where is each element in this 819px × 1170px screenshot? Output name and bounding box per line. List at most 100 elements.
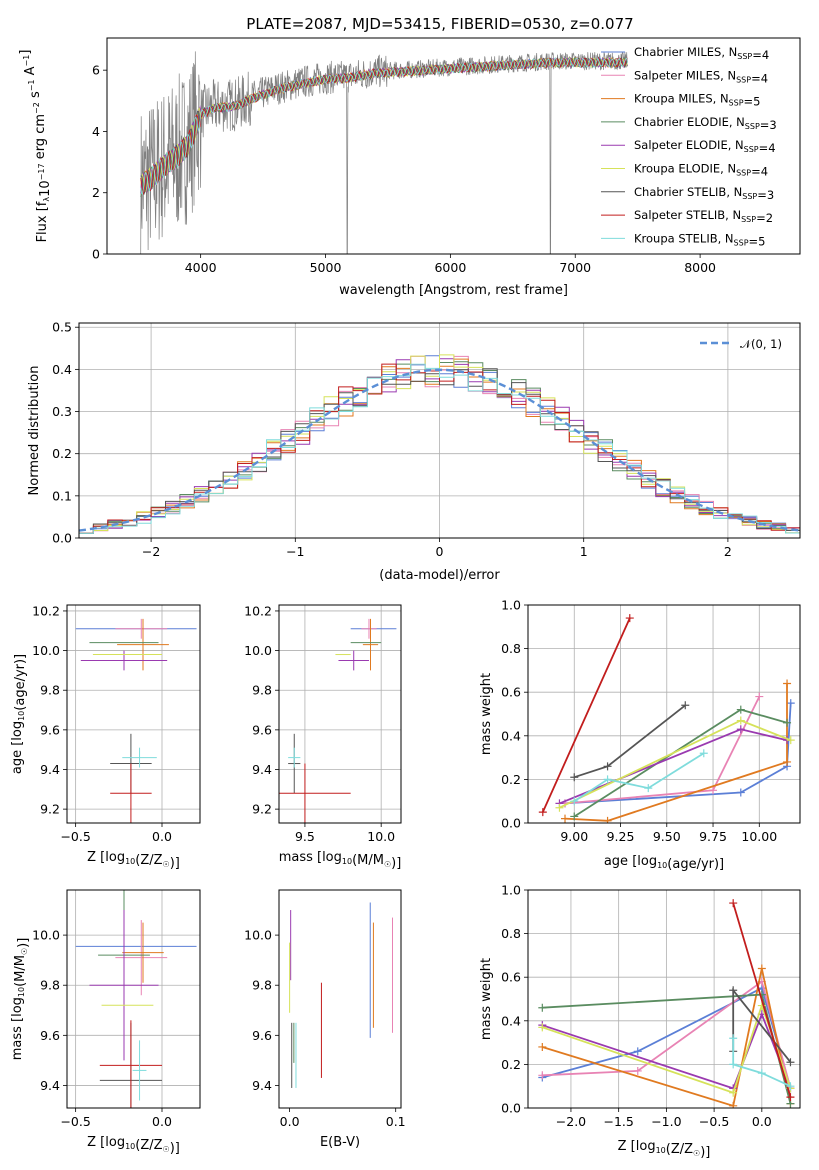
legend-entry: Chabrier ELODIE, NSSP=3	[634, 115, 777, 132]
y-tick-label: 0.0	[501, 1101, 521, 1116]
data-point	[538, 1071, 547, 1080]
data-point	[786, 1082, 795, 1091]
series-line	[732, 902, 792, 1098]
x-tick-label: 9.75	[699, 829, 727, 844]
y-axis-label: mass weight	[479, 673, 494, 755]
legend-entry: Kroupa STELIB, NSSP=5	[634, 231, 765, 248]
x-tick-label: −1.5	[603, 1114, 633, 1129]
data-point	[633, 1066, 642, 1075]
data-point	[625, 614, 634, 623]
y-axis-label: Normed distribution	[27, 366, 42, 496]
y-tick-label: 1.0	[501, 883, 521, 898]
axes-frame	[278, 604, 402, 824]
data-point	[783, 718, 792, 727]
y-tick-label: 0.6	[501, 685, 521, 700]
series-chabrier-elodie	[570, 705, 792, 821]
y-tick-label: 9.4	[252, 1078, 272, 1093]
y-tick-label: 0.2	[52, 446, 72, 461]
data-point	[786, 699, 795, 708]
data-point	[783, 679, 792, 688]
plot-area-residuals	[79, 354, 800, 535]
model-spectrum-salpeter-stelib	[140, 56, 628, 195]
y-axis-label: age [log10(age/yr)]	[10, 654, 28, 774]
x-tick-label: 1	[580, 544, 588, 559]
y-tick-label: 9.2	[40, 802, 60, 817]
data-point	[729, 1101, 738, 1108]
series-chabrier-stelib	[570, 701, 690, 782]
errorbar-kroupa-miles	[362, 618, 379, 671]
x-tick-label: 0.0	[752, 1114, 772, 1129]
y-tick-label: 0	[92, 247, 100, 262]
x-tick-label: 2	[724, 544, 732, 559]
y-tick-label: 0.6	[501, 970, 521, 985]
y-tick-label: 10.0	[244, 928, 272, 943]
model-spectrum-chabrier-elodie	[140, 56, 628, 197]
legend: Chabrier MILES, NSSP=4 Salpeter MILES, NS…	[601, 45, 777, 248]
data-point	[729, 899, 738, 908]
axes-frame	[66, 604, 201, 824]
y-tick-label: 9.4	[252, 762, 272, 777]
y-tick-label: 0.0	[501, 816, 521, 831]
x-tick-label: −1.0	[651, 1114, 681, 1129]
data-point	[681, 701, 690, 710]
series-kroupa-stelib	[570, 749, 708, 806]
x-tick-label: 7000	[559, 260, 591, 275]
plot-area-age-vs-mass	[279, 618, 397, 823]
x-tick-label: 4000	[185, 260, 217, 275]
x-tick-label: 9.00	[560, 829, 588, 844]
gridlines	[67, 890, 200, 1108]
y-tick-label: 9.6	[252, 722, 272, 737]
y-axis-label: mass [log10(M/M☉)]	[10, 938, 31, 1061]
y-tick-label: 9.8	[252, 978, 272, 993]
y-tick-label: 0.2	[501, 772, 521, 787]
data-point	[783, 757, 792, 766]
x-axis-label: (data-model)/error	[379, 568, 500, 583]
x-tick-label: −0.5	[60, 1114, 90, 1129]
errorbar-salpeter-miles	[115, 618, 168, 639]
x-axis-label: E(B-V)	[320, 1135, 360, 1150]
errorbar-kroupa-miles	[117, 618, 169, 671]
x-tick-label: 0.0	[152, 829, 172, 844]
legend-entry: Kroupa MILES, NSSP=5	[634, 92, 760, 109]
histogram-kroupa-miles	[79, 358, 800, 534]
data-point	[570, 773, 579, 782]
x-tick-label: 0.0	[280, 1114, 300, 1129]
legend-entry: Chabrier STELIB, NSSP=3	[634, 185, 774, 202]
y-tick-label: 9.8	[40, 978, 60, 993]
data-point	[538, 1023, 547, 1032]
errorbar-kroupa-miles	[122, 922, 164, 983]
x-axis-label: Z [log10(Z/Z☉)]	[618, 1139, 711, 1160]
series-line	[541, 617, 631, 813]
x-tick-label: 0	[436, 544, 444, 559]
data-point	[709, 786, 718, 795]
y-tick-label: 6	[92, 63, 100, 78]
y-tick-label: 10.2	[32, 603, 60, 618]
y-tick-label: 10.0	[32, 928, 60, 943]
x-axis-label: age [log10(age/yr)]	[604, 854, 724, 872]
series-line	[573, 752, 705, 802]
x-tick-label: −0.5	[699, 1114, 729, 1129]
y-tick-label: 0.1	[52, 488, 72, 503]
y-tick-label: 0.5	[52, 320, 72, 335]
panel-spectrum: 4000 5000 6000 7000 8000 0 2 4 6 wavelength [Angs…	[18, 37, 801, 298]
y-tick-label: 0.2	[501, 1057, 521, 1072]
errorbar-salpeter-elodie	[89, 910, 159, 1061]
axes-frame	[527, 604, 801, 824]
series-line	[732, 1038, 791, 1088]
series-line	[542, 968, 792, 1107]
errorbar-salpeter-elodie	[338, 650, 369, 671]
data-point	[729, 1060, 738, 1069]
errorbar-kroupa-stelib	[132, 1040, 147, 1101]
data-point	[786, 1093, 795, 1102]
histogram-salpeter-elodie	[79, 358, 800, 534]
y-tick-label: 10.0	[244, 643, 272, 658]
data-point	[603, 762, 612, 771]
data-point	[786, 1058, 795, 1067]
series-kroupa-elodie	[555, 716, 795, 812]
plot-area-mass-vs-z	[75, 890, 197, 1108]
y-tick-label: 0.0	[52, 531, 72, 546]
y-tick-label: 1.0	[501, 598, 521, 613]
y-tick-label: 9.8	[40, 683, 60, 698]
figure-title: PLATE=2087, MJD=53415, FIBERID=0530, z=0…	[246, 15, 633, 33]
errorbar-kroupa-stelib	[288, 747, 301, 768]
